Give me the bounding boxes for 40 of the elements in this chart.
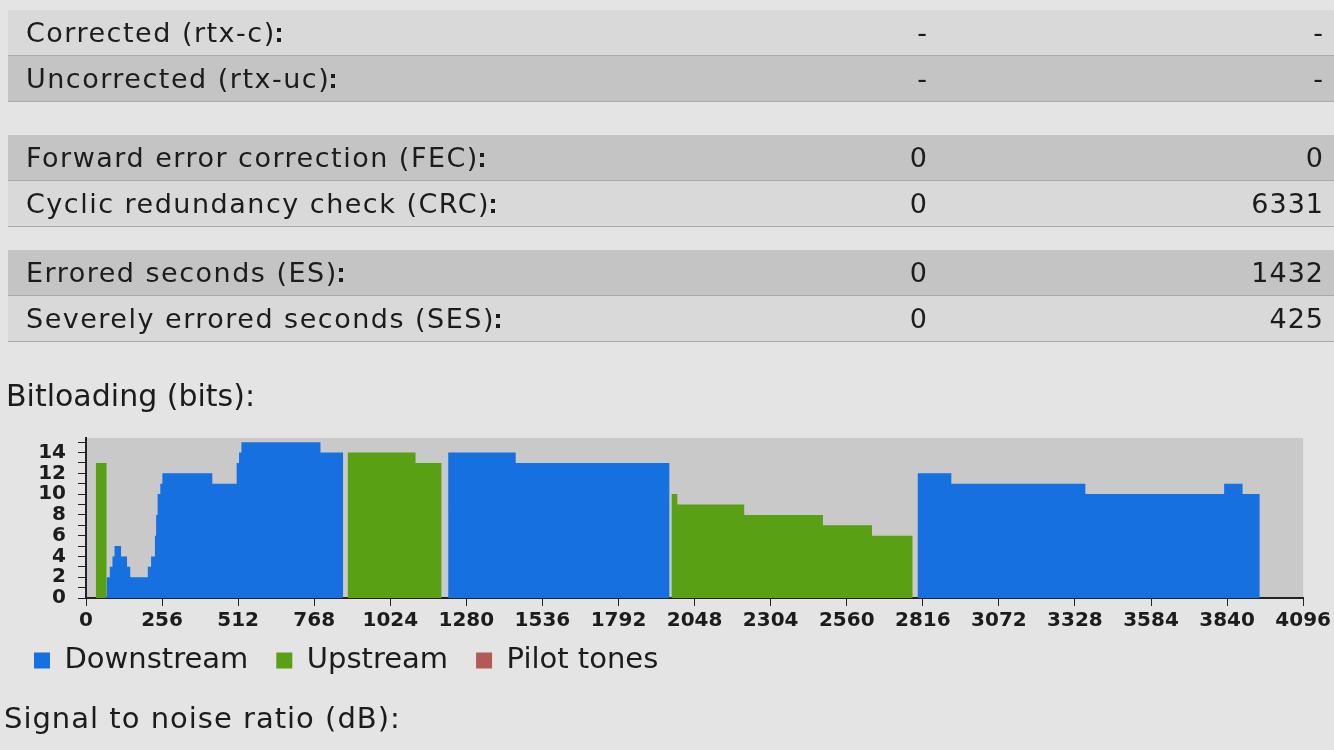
category-label: Uncorrected (rtx-uc)	[26, 62, 331, 96]
data-label: -	[917, 62, 928, 96]
x-tick-label: 3840	[1199, 607, 1255, 632]
data-label: 0	[909, 256, 928, 290]
data-label: -	[917, 16, 928, 50]
category-label: Errored seconds (ES)	[26, 256, 338, 290]
x-tick-label: 2816	[894, 607, 951, 632]
data-label: 0	[1305, 141, 1324, 175]
category-label: Corrected (rtx-c)	[26, 16, 276, 50]
x-tick-label: 768	[293, 607, 336, 632]
x-tick-label: 1792	[590, 607, 647, 632]
x-tick-label: 256	[141, 607, 183, 632]
x-tick-label: 512	[217, 607, 260, 632]
data-label: -	[1313, 16, 1324, 50]
legend-label: Upstream	[306, 641, 449, 676]
data-label: 0	[909, 187, 928, 221]
x-tick-label: 3584	[1123, 607, 1179, 632]
x-tick-label: 2304	[742, 607, 799, 632]
x-tick-label: 2048	[666, 607, 723, 632]
text: Signal to noise ratio (dB):	[3, 700, 402, 736]
x-tick-label: 4096	[1275, 607, 1331, 632]
category-label: Cyclic redundancy check (CRC)	[26, 187, 491, 221]
x-tick-label: 1536	[514, 607, 571, 632]
data-label: 6331	[1251, 187, 1324, 221]
x-tick-label: 3072	[971, 607, 1027, 632]
x-tick-label: 1280	[438, 607, 495, 632]
data-label: 0	[909, 141, 928, 175]
category-label: Forward error correction (FEC)	[26, 141, 479, 175]
data-label: 425	[1269, 302, 1324, 336]
legend-label: Downstream	[64, 641, 249, 676]
x-tick-label: 2560	[818, 607, 875, 632]
x-tick-label: 0	[79, 607, 93, 632]
x-tick-label: 3328	[1047, 607, 1103, 632]
data-label: -	[1313, 62, 1324, 96]
x-tick-label: 1024	[362, 607, 419, 632]
data-label: 0	[909, 302, 928, 336]
data-label: 1432	[1251, 256, 1324, 290]
chart-title: Bitloading (bits):	[6, 377, 256, 413]
legend-label: Pilot tones	[506, 641, 659, 676]
category-label: Severely errored seconds (SES)	[26, 302, 495, 336]
